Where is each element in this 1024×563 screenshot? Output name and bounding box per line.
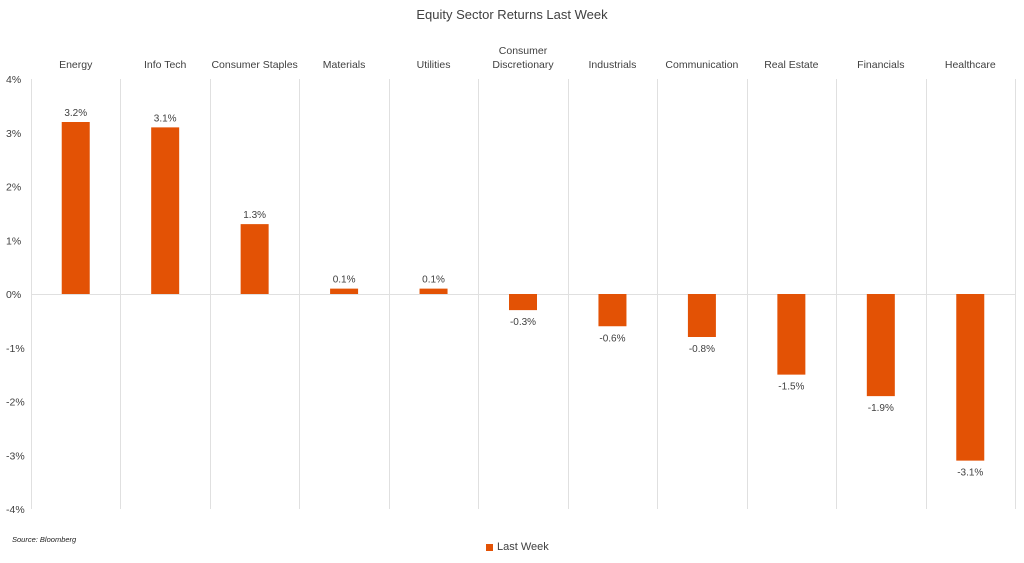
bar xyxy=(240,224,269,294)
data-label: 0.1% xyxy=(333,275,356,286)
data-label: -0.8% xyxy=(689,344,715,355)
legend: Last Week xyxy=(486,541,549,553)
category-labels: Energy Info Tech Consumer Staples Materials… xyxy=(59,45,996,71)
bar xyxy=(687,294,716,337)
category-label: Consumer Staples xyxy=(211,59,297,71)
source-note: Source: Bloomberg xyxy=(12,535,77,544)
y-tick-label: 3% xyxy=(6,128,21,140)
category-label: Utilities xyxy=(417,59,451,71)
category-label: Financials xyxy=(857,59,904,71)
bar xyxy=(598,294,627,327)
y-tick-label: -4% xyxy=(6,504,25,516)
y-tick-label: -2% xyxy=(6,397,25,409)
data-label: -1.5% xyxy=(778,382,804,393)
data-label: -1.9% xyxy=(868,403,894,414)
bar xyxy=(61,122,90,294)
category-label: Consumer xyxy=(499,45,548,57)
chart-title: Equity Sector Returns Last Week xyxy=(416,7,608,22)
y-tick-label: -1% xyxy=(6,343,25,355)
category-label: Healthcare xyxy=(945,59,996,71)
category-label: Communication xyxy=(665,59,738,71)
data-label: -0.3% xyxy=(510,317,536,328)
data-label: 3.1% xyxy=(154,113,177,124)
category-label: Real Estate xyxy=(764,59,818,71)
legend-swatch xyxy=(486,543,493,551)
y-tick-label: 4% xyxy=(6,74,21,86)
y-tick-label: -3% xyxy=(6,450,25,462)
category-label: Info Tech xyxy=(144,59,187,71)
bar xyxy=(956,294,985,461)
y-tick-label: 2% xyxy=(6,182,21,194)
data-label: 3.2% xyxy=(64,108,87,119)
data-label: -0.6% xyxy=(599,333,625,344)
bar xyxy=(866,294,895,397)
category-label: Industrials xyxy=(589,59,637,71)
bars xyxy=(61,122,985,461)
y-tick-label: 1% xyxy=(6,235,21,247)
y-tick-label: 0% xyxy=(6,289,21,301)
data-label: -3.1% xyxy=(957,468,983,479)
category-label: Energy xyxy=(59,59,93,71)
data-label: 1.3% xyxy=(243,210,266,221)
category-label: Discretionary xyxy=(492,59,554,71)
bar xyxy=(151,127,180,294)
bar xyxy=(330,288,359,294)
bar xyxy=(777,294,806,375)
category-label: Materials xyxy=(323,59,366,71)
legend-label: Last Week xyxy=(497,541,549,553)
data-labels: 3.2% 3.1% 1.3% 0.1% 0.1% -0.3% -0.6% -0.8% -1.5%… xyxy=(64,108,983,479)
bar xyxy=(419,288,448,294)
data-label: 0.1% xyxy=(422,275,445,286)
y-axis: 4% 3% 2% 1% 0% -1% -2% -3% -4% xyxy=(6,74,25,516)
bar xyxy=(509,294,537,311)
